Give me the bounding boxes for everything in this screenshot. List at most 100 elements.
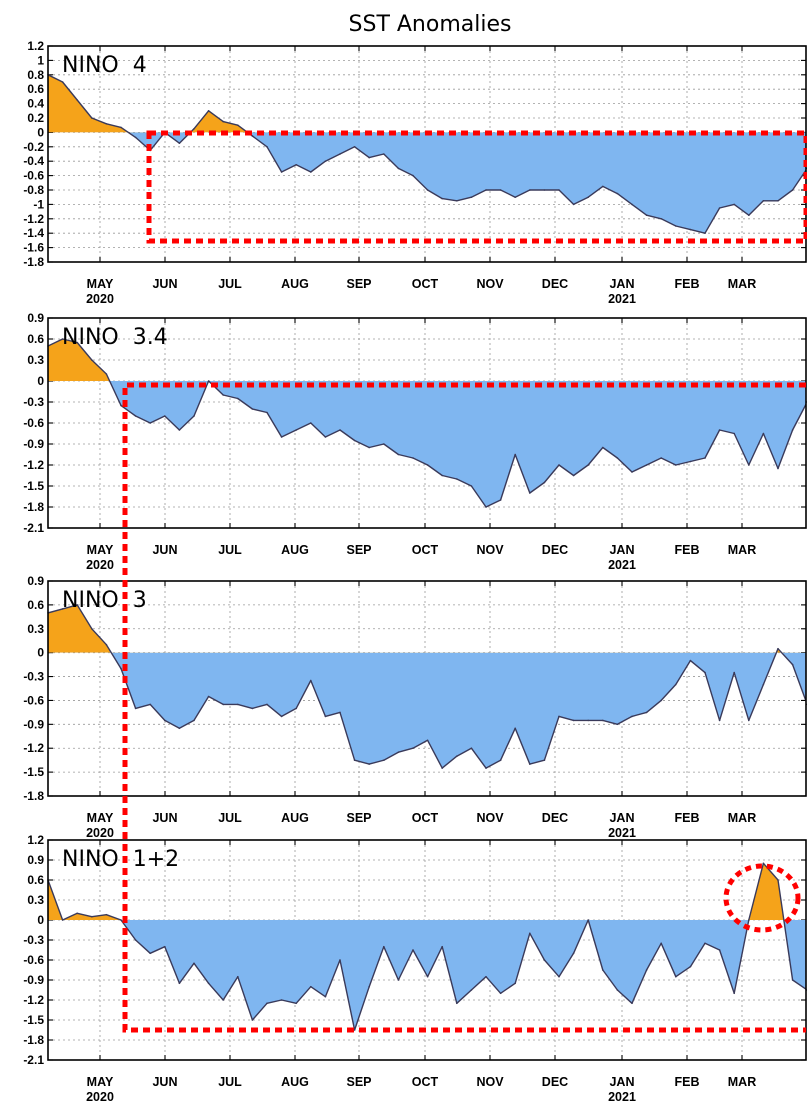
- data-point: [178, 982, 181, 985]
- x-tick-label: MAY: [87, 811, 114, 825]
- data-point: [616, 192, 619, 195]
- y-tick-label: -1.5: [23, 1013, 44, 1027]
- y-tick-label: -1.5: [23, 765, 44, 779]
- data-point: [660, 457, 662, 459]
- data-point: [310, 679, 312, 682]
- data-point: [733, 671, 735, 674]
- panel-label: NINO 3: [62, 588, 147, 613]
- data-point: [748, 919, 750, 921]
- data-point: [748, 719, 750, 722]
- data-point: [762, 683, 765, 686]
- data-point: [120, 667, 122, 670]
- data-point: [383, 443, 385, 445]
- y-tick-label: 0.6: [27, 598, 44, 612]
- y-tick-label: 0: [37, 374, 44, 388]
- y-tick-label: 0.9: [27, 853, 44, 867]
- data-point: [645, 214, 648, 216]
- plot-frame: [47, 317, 807, 529]
- data-point: [353, 146, 356, 148]
- data-point: [397, 453, 400, 456]
- data-point: [266, 703, 268, 706]
- data-point: [207, 982, 210, 985]
- y-tick-label: -0.6: [23, 169, 44, 183]
- y-tick-label: 1: [37, 53, 44, 67]
- data-point: [426, 975, 429, 978]
- data-point: [178, 142, 181, 144]
- x-tick-label: JUN: [152, 543, 177, 557]
- data-point: [222, 394, 224, 396]
- x-tick-label: SEP: [346, 543, 371, 557]
- x-year-label: 2021: [608, 1090, 636, 1101]
- data-point: [441, 945, 444, 948]
- data-point: [543, 959, 546, 961]
- data-point: [120, 126, 122, 129]
- y-tick-label: 0.3: [27, 622, 44, 636]
- data-point: [456, 755, 458, 757]
- data-point: [368, 985, 371, 988]
- data-point: [572, 474, 575, 477]
- data-point: [134, 707, 137, 710]
- data-point: [61, 81, 64, 83]
- y-tick-label: -0.2: [23, 140, 44, 154]
- y-tick-label: 1.2: [27, 833, 44, 847]
- panel-label: NINO 1+2: [62, 847, 179, 872]
- data-point: [193, 719, 195, 722]
- x-tick-label: OCT: [412, 1075, 439, 1089]
- data-point: [791, 189, 794, 191]
- data-point: [645, 969, 648, 971]
- x-tick-label: JUL: [218, 277, 242, 291]
- data-point: [558, 189, 560, 191]
- data-point: [120, 919, 122, 921]
- y-tick-label: 0.6: [27, 82, 44, 96]
- x-tick-label: FEB: [675, 543, 700, 557]
- data-point: [660, 699, 662, 702]
- y-tick-label: 0.9: [27, 574, 44, 588]
- data-point: [762, 862, 765, 865]
- data-point: [76, 99, 78, 101]
- data-point: [105, 123, 108, 125]
- y-tick-label: -1.4: [23, 226, 44, 240]
- highlight-box-nino4: [146, 130, 807, 244]
- data-point: [295, 1002, 298, 1005]
- data-point: [149, 703, 151, 706]
- y-tick-label: 0.2: [27, 111, 44, 125]
- data-point: [485, 767, 487, 769]
- y-tick-label: -0.8: [23, 183, 44, 197]
- y-tick-label: -1.2: [23, 993, 44, 1007]
- plot-frame: [47, 580, 807, 797]
- x-tick-label: FEB: [675, 277, 700, 291]
- y-tick-label: -0.9: [23, 437, 44, 451]
- data-point: [383, 945, 385, 948]
- data-point: [280, 436, 283, 438]
- data-point: [587, 196, 589, 198]
- data-point: [602, 719, 604, 722]
- data-point: [324, 715, 327, 718]
- y-tick-label: 1.2: [27, 39, 44, 53]
- x-tick-label: SEP: [346, 1075, 371, 1089]
- data-point: [631, 203, 633, 206]
- data-point: [718, 949, 721, 951]
- y-tick-label: -1.8: [23, 500, 44, 514]
- y-tick-label: -0.3: [23, 670, 44, 684]
- y-tick-label: 0.9: [27, 311, 44, 325]
- x-tick-label: FEB: [675, 1075, 700, 1089]
- x-tick-label: OCT: [412, 811, 439, 825]
- data-point: [324, 995, 327, 998]
- x-tick-label: OCT: [412, 277, 439, 291]
- data-point: [572, 952, 575, 955]
- y-tick-label: -0.3: [23, 395, 44, 409]
- data-point: [105, 643, 108, 646]
- x-tick-label: SEP: [346, 277, 371, 291]
- y-tick-label: 0: [37, 913, 44, 927]
- data-point: [587, 719, 589, 722]
- x-tick-label: MAY: [87, 543, 114, 557]
- y-tick-label: -0.9: [23, 717, 44, 731]
- y-tick-label: 0: [37, 125, 44, 139]
- panel-0: 1.210.80.60.40.20-0.2-0.4-0.6-0.8-1-1.2-…: [23, 39, 807, 306]
- data-point: [733, 432, 735, 435]
- data-point: [266, 146, 268, 148]
- x-tick-label: DEC: [542, 277, 568, 291]
- x-tick-label: JUL: [218, 1075, 242, 1089]
- data-point: [193, 128, 195, 130]
